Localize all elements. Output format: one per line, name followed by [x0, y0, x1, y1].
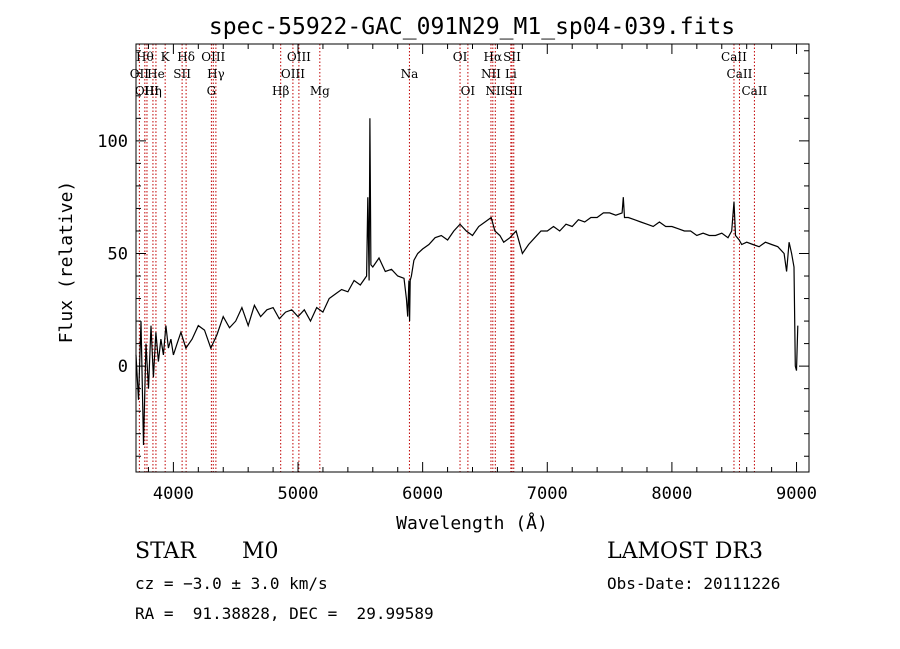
y-axis-label: Flux (relative)	[56, 181, 77, 344]
line-marker-label: OIII	[281, 67, 305, 81]
x-tick-label: 5000	[278, 484, 319, 504]
line-marker-label: Li	[505, 67, 517, 81]
line-marker-label: Hα	[484, 50, 503, 64]
line-marker-label: CaII	[721, 50, 747, 64]
spectral-line-markers	[138, 44, 755, 472]
line-marker-label: SII	[505, 84, 523, 98]
line-marker-label: SII	[503, 50, 521, 64]
axis-ticks	[136, 44, 809, 472]
line-marker-label: OIII	[201, 50, 225, 64]
line-marker-label: Na	[401, 67, 419, 81]
line-marker-label: OI	[461, 84, 476, 98]
line-marker-label: He	[147, 67, 165, 81]
line-marker-label: Hγ	[207, 67, 225, 81]
redshift-cz: cz = −3.0 ± 3.0 km/s	[135, 574, 328, 593]
x-tick-label: 4000	[153, 484, 194, 504]
chart-title: spec-55922-GAC_091N29_M1_sp04-039.fits	[209, 14, 735, 40]
y-tick-label: 100	[97, 132, 128, 152]
object-class: STAR	[135, 539, 196, 564]
plot-frame	[135, 43, 810, 473]
line-marker-label: Hβ	[272, 84, 289, 98]
line-marker-label: OIII	[135, 84, 159, 98]
line-marker-label: K	[161, 50, 171, 64]
x-tick-label: 7000	[527, 484, 568, 504]
line-marker-label: CaII	[741, 84, 767, 98]
line-marker-label: NII	[485, 84, 505, 98]
y-tick-label: 50	[108, 244, 128, 264]
x-axis-label: Wavelength (Å)	[396, 512, 548, 534]
line-marker-label: CaII	[727, 67, 753, 81]
line-marker-label: OII	[130, 67, 150, 81]
ra-dec-coordinates: RA = 91.38828, DEC = 29.99589	[135, 604, 434, 623]
observation-date: Obs-Date: 20111226	[607, 574, 781, 593]
line-marker-label: NII	[481, 67, 501, 81]
line-marker-label: Hθ	[136, 50, 154, 64]
x-tick-labels: 4000 5000 6000 7000 8000 9000	[153, 484, 817, 504]
line-marker-label: Hδ	[177, 50, 195, 64]
line-marker-label: Hη	[144, 84, 162, 98]
line-marker-label: OIII	[287, 50, 311, 64]
x-tick-label: 9000	[776, 484, 817, 504]
survey-name: LAMOST DR3	[607, 539, 763, 564]
flux-series-line	[135, 118, 799, 446]
line-marker-label: Mg	[310, 84, 330, 98]
object-subclass: M0	[242, 539, 279, 564]
line-marker-label: SII	[173, 67, 191, 81]
line-marker-label: G	[207, 84, 217, 98]
x-tick-label: 8000	[651, 484, 692, 504]
y-tick-label: 0	[118, 357, 128, 377]
line-marker-label: OI	[453, 50, 468, 64]
x-tick-label: 6000	[402, 484, 443, 504]
y-tick-labels: 0 50 100	[97, 132, 128, 377]
